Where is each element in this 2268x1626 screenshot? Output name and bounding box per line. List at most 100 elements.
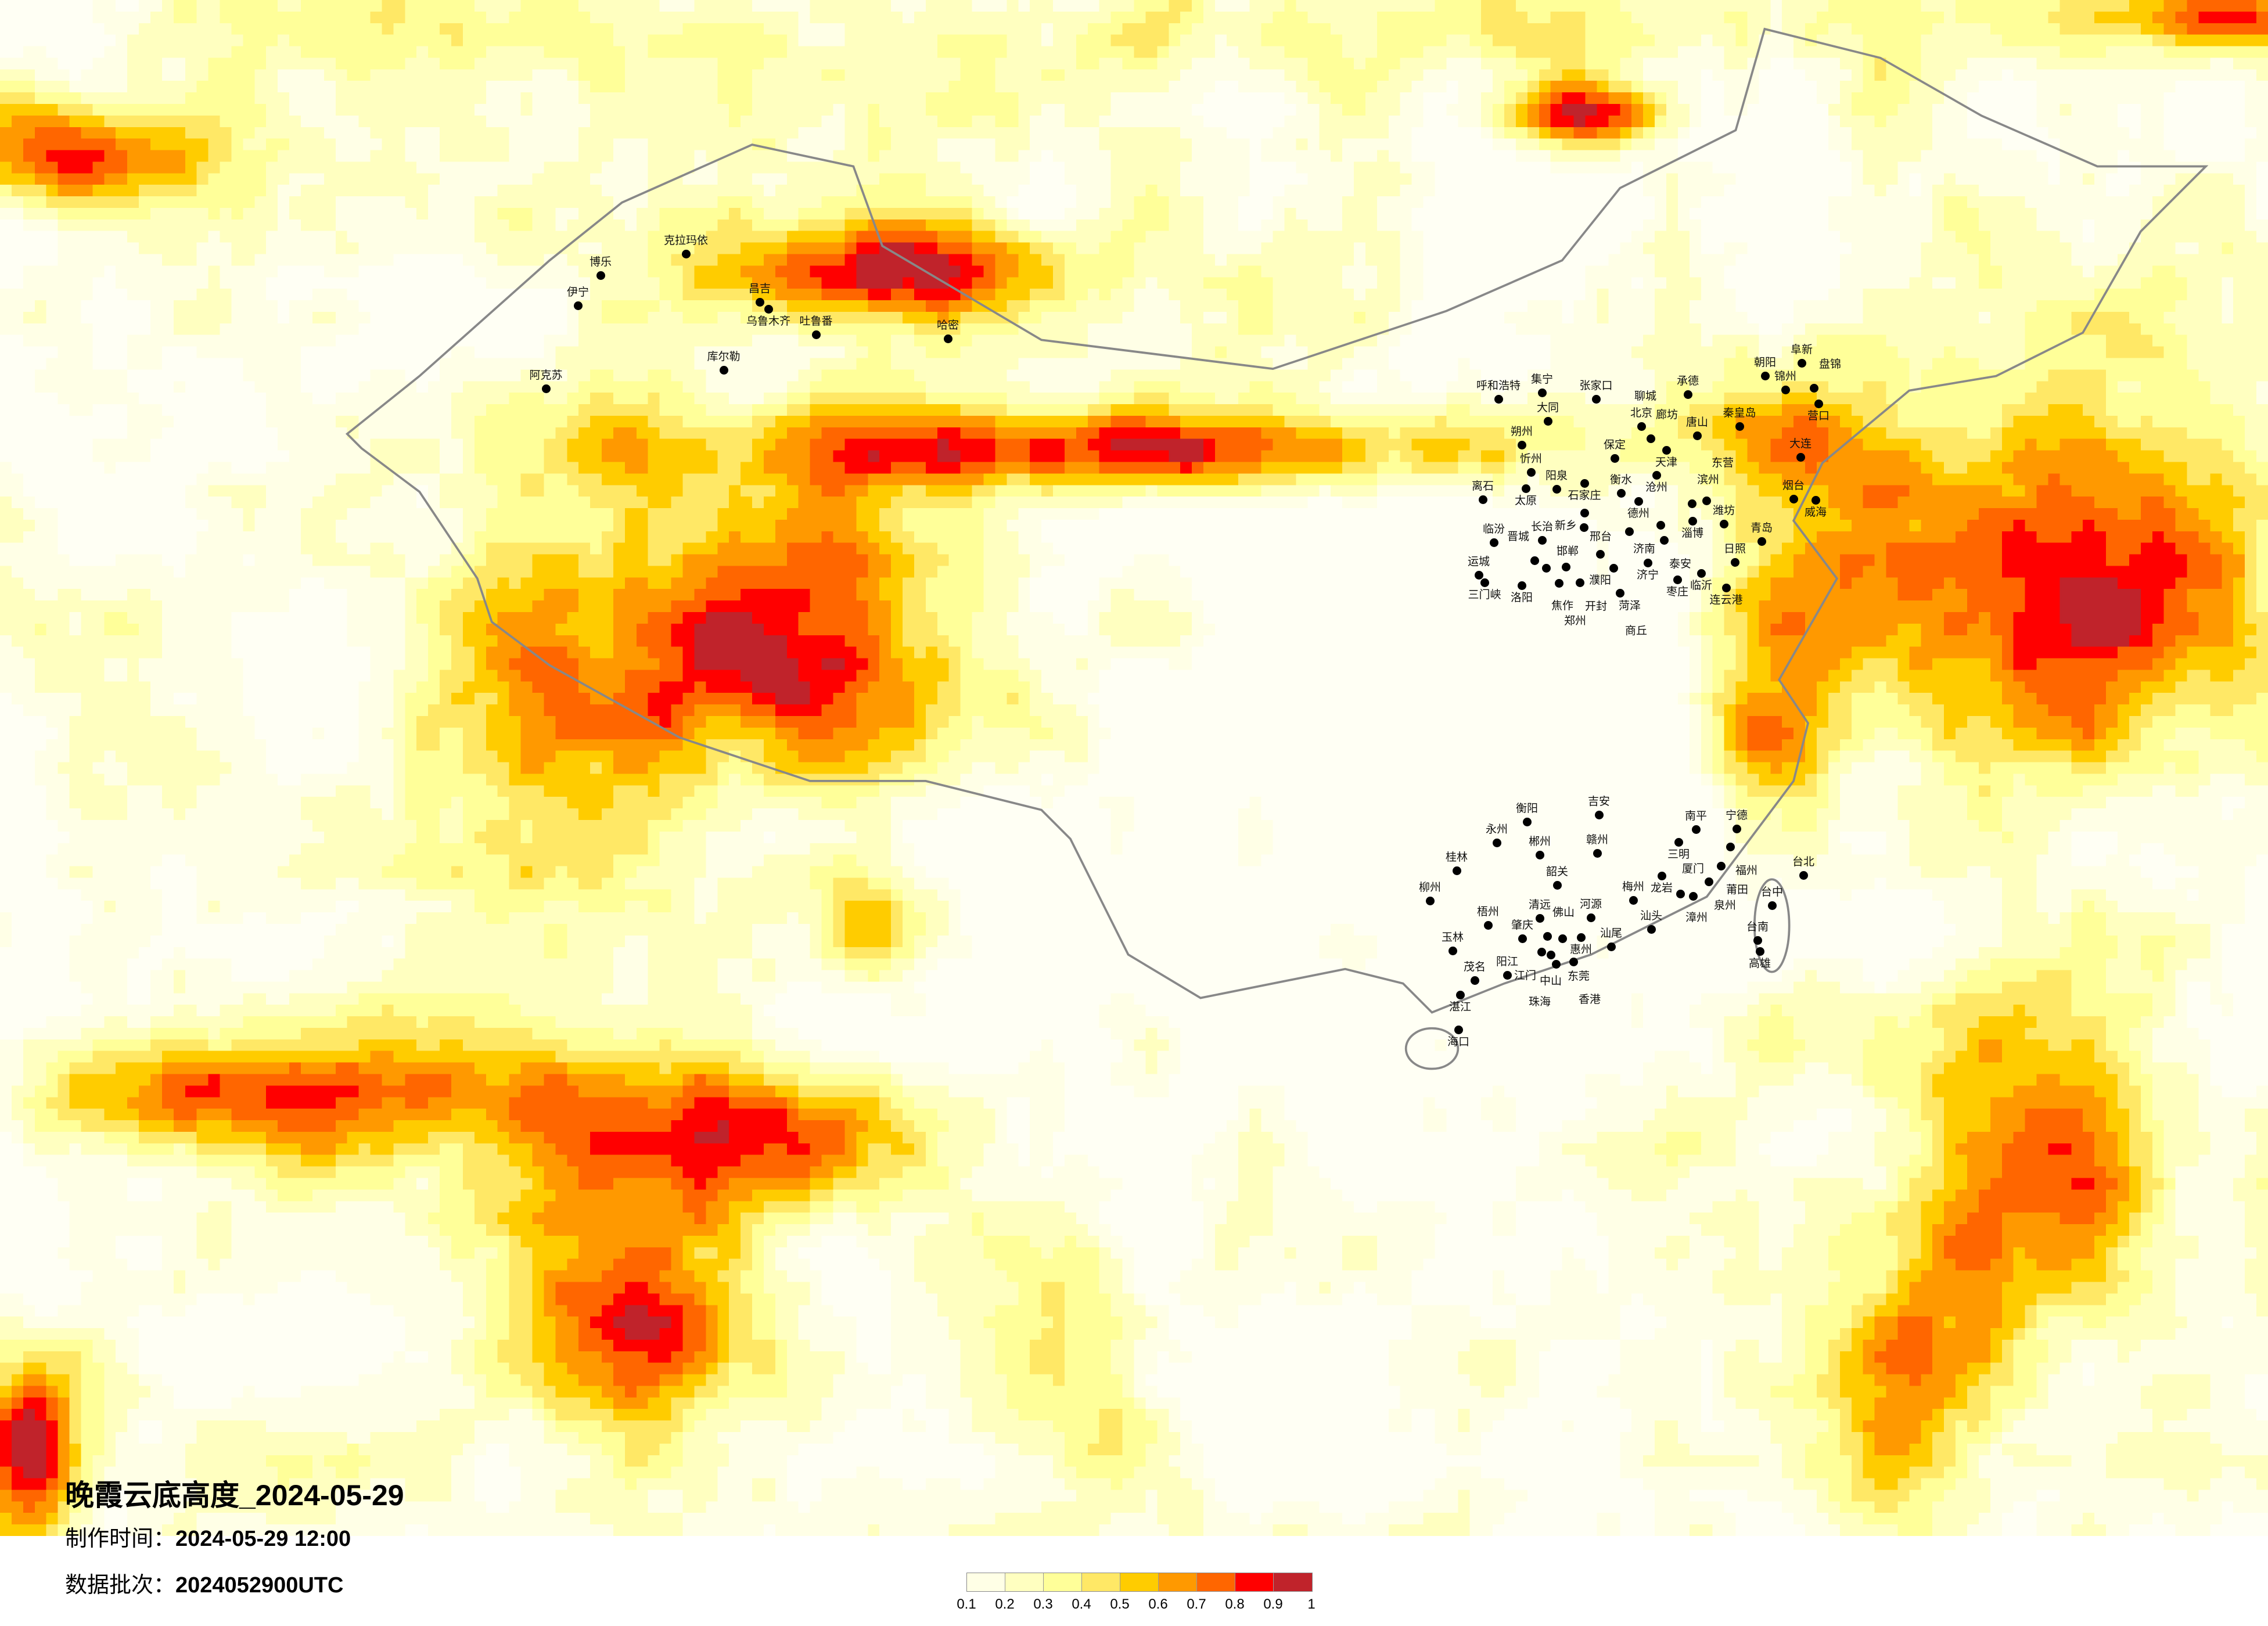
city-marker: [574, 301, 583, 310]
city-marker: [1553, 881, 1562, 890]
city-marker: [1523, 818, 1532, 826]
legend-label: 0.4: [1072, 1596, 1091, 1612]
cloud-base-heatmap: 呼和浩特 集宁 张家口 承德 朝阳 阜新 锦州 盘锦 营口 大同 北京 廊坊 天津 唐山 秦皇岛 大连 保定 朔州…: [0, 0, 2268, 1536]
city-marker: [1484, 921, 1493, 930]
city-marker: [1609, 564, 1618, 573]
city-label: 香港: [1579, 993, 1601, 1006]
city-label: 太原: [1515, 494, 1537, 507]
city-marker: [1616, 589, 1624, 598]
city-marker: [1479, 495, 1487, 504]
city-label: 赣州: [1586, 833, 1609, 846]
city-marker: [1607, 942, 1616, 951]
city-marker: [1674, 838, 1683, 847]
city-marker: [1596, 550, 1605, 559]
city-marker: [1811, 496, 1820, 505]
city-label: 承德: [1677, 375, 1699, 387]
city-label: 龙岩: [1651, 882, 1673, 894]
city-label: 桂林: [1446, 851, 1468, 864]
city-marker: [1543, 932, 1552, 941]
city-label: 枣庄: [1666, 585, 1689, 598]
city-label: 博乐: [590, 256, 612, 268]
city-label: 济宁: [1637, 569, 1659, 581]
city-marker: [944, 334, 953, 343]
city-marker: [1722, 584, 1731, 592]
city-label: 临汾: [1483, 523, 1505, 535]
city-marker: [1552, 485, 1561, 494]
city-layer: 呼和浩特 集宁 张家口 承德 朝阳 阜新 锦州 盘锦 营口 大同 北京 廊坊 天津 唐山 秦皇岛 大连 保定 朔州…: [529, 234, 1842, 1048]
city-marker: [1593, 849, 1602, 858]
city-label: 洛阳: [1511, 591, 1533, 604]
city-label: 阿克苏: [529, 369, 563, 382]
city-label: 台北: [1792, 855, 1815, 868]
city-marker: [756, 298, 764, 307]
city-label: 秦皇岛: [1723, 406, 1756, 419]
city-label: 大同: [1537, 401, 1559, 414]
city-label: 日照: [1724, 542, 1746, 555]
city-label: 梧州: [1477, 905, 1500, 918]
city-marker: [1692, 825, 1701, 834]
city-marker: [1448, 947, 1457, 955]
city-label: 威海: [1805, 506, 1827, 519]
city-label: 郴州: [1529, 835, 1551, 848]
city-label: 东莞: [1568, 970, 1590, 983]
city-marker: [1720, 520, 1728, 528]
city-marker: [1697, 569, 1706, 578]
city-marker: [1625, 527, 1634, 536]
city-marker: [1644, 559, 1652, 567]
city-marker: [1587, 913, 1595, 922]
city-label: 张家口: [1579, 379, 1613, 392]
city-label: 运城: [1468, 555, 1490, 568]
city-marker: [1595, 811, 1604, 819]
production-time: 制作时间：2024-05-29 12:00: [65, 1520, 351, 1552]
city-label: 漳州: [1685, 911, 1708, 924]
city-label: 商丘: [1625, 624, 1648, 637]
city-marker: [1660, 536, 1669, 545]
city-label: 阜新: [1791, 343, 1813, 356]
city-marker: [1688, 517, 1697, 526]
city-label: 南平: [1685, 810, 1708, 822]
data-batch-label: 数据批次：: [65, 1573, 176, 1598]
city-label: 台南: [1746, 920, 1769, 933]
city-label: 烟台: [1782, 479, 1805, 492]
city-label: 台中: [1761, 886, 1784, 898]
map-title: 晚霞云底高度_2024-05-29: [65, 1479, 404, 1512]
legend-label: 0.1: [957, 1596, 976, 1612]
city-label: 晋城: [1507, 530, 1530, 543]
city-marker: [1547, 951, 1555, 959]
city-marker: [1490, 538, 1498, 547]
city-marker: [1518, 934, 1527, 943]
legend-swatch: [1235, 1573, 1274, 1591]
city-label: 朝阳: [1754, 356, 1777, 369]
city-marker: [1676, 890, 1685, 898]
city-marker: [1503, 971, 1512, 980]
city-label: 海口: [1447, 1035, 1470, 1048]
city-label: 泉州: [1714, 899, 1737, 912]
city-marker: [1471, 976, 1479, 985]
city-marker: [1629, 896, 1638, 905]
city-marker: [1789, 495, 1798, 503]
city-label: 中山: [1540, 974, 1562, 987]
legend-label: 0.8: [1225, 1596, 1245, 1612]
city-label: 乌鲁木齐: [746, 315, 791, 328]
city-label: 三门峡: [1468, 588, 1501, 601]
city-marker: [1611, 454, 1619, 463]
city-label: 菏泽: [1619, 599, 1641, 612]
city-marker: [1475, 571, 1483, 580]
city-label: 吉安: [1588, 795, 1611, 808]
city-marker: [1726, 843, 1735, 851]
city-label: 河源: [1580, 898, 1602, 911]
city-label: 宁德: [1726, 809, 1748, 822]
city-label: 青岛: [1751, 521, 1773, 534]
legend-swatch: [1159, 1573, 1197, 1591]
city-label: 清远: [1529, 898, 1551, 911]
production-time-label: 制作时间：: [65, 1527, 176, 1551]
city-marker: [1493, 839, 1501, 847]
legend-label: 0.6: [1148, 1596, 1168, 1612]
city-marker: [720, 366, 728, 375]
city-marker: [1810, 384, 1818, 393]
city-marker: [596, 271, 605, 280]
city-marker: [764, 305, 773, 314]
city-label: 柳州: [1419, 881, 1442, 894]
city-marker: [1717, 862, 1726, 870]
city-label: 营口: [1807, 409, 1830, 422]
